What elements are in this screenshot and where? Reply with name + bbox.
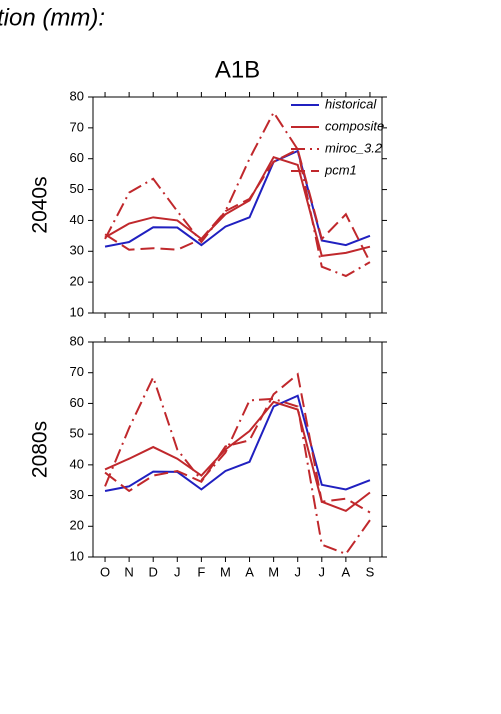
y-tick-label: 60	[70, 395, 84, 410]
x-tick-label: M	[220, 564, 231, 579]
y-tick-label: 50	[70, 426, 84, 441]
y-tick-label: 80	[70, 333, 84, 348]
x-tick-label: J	[294, 564, 301, 579]
y-tick-label: 60	[70, 150, 84, 165]
y-tick-label: 10	[70, 548, 84, 563]
y-tick-label: 80	[70, 88, 84, 103]
plot-frame	[92, 96, 383, 314]
y-tick-label: 20	[70, 274, 84, 289]
x-tick-label: O	[100, 564, 110, 579]
series-line	[104, 394, 371, 492]
legend-label: composite	[325, 118, 384, 133]
x-tick-label: D	[149, 564, 158, 579]
series-line	[104, 110, 371, 278]
series-line	[104, 148, 371, 263]
y-tick-label: 30	[70, 243, 84, 258]
x-tick-label: A	[245, 564, 254, 579]
y-tick-label: 50	[70, 181, 84, 196]
x-tick-label: M	[268, 564, 279, 579]
series-line	[104, 155, 371, 258]
y-axis-label: 2080s	[29, 421, 52, 478]
x-tick-label: N	[124, 564, 133, 579]
legend-label: pcm1	[324, 162, 357, 177]
y-tick-label: 70	[70, 119, 84, 134]
series-line	[104, 149, 371, 248]
chart-title: A1B	[215, 56, 260, 83]
y-tick-label: 30	[70, 487, 84, 502]
x-tick-label: F	[197, 564, 205, 579]
legend-label: miroc_3.2	[325, 140, 383, 155]
y-tick-label: 20	[70, 518, 84, 533]
x-tick-label: J	[319, 564, 326, 579]
header: tion (mm):	[0, 4, 105, 31]
x-tick-label: J	[174, 564, 181, 579]
y-tick-label: 40	[70, 212, 84, 227]
y-tick-label: 70	[70, 364, 84, 379]
series-line	[104, 374, 371, 556]
y-axis-label: 2040s	[29, 176, 52, 233]
plot-frame	[92, 341, 383, 558]
legend-label: historical	[325, 96, 377, 111]
x-tick-label: S	[366, 564, 375, 579]
y-tick-label: 10	[70, 304, 84, 319]
series-line	[104, 400, 371, 513]
y-tick-label: 40	[70, 456, 84, 471]
x-tick-label: A	[342, 564, 351, 579]
series-line	[104, 372, 371, 514]
